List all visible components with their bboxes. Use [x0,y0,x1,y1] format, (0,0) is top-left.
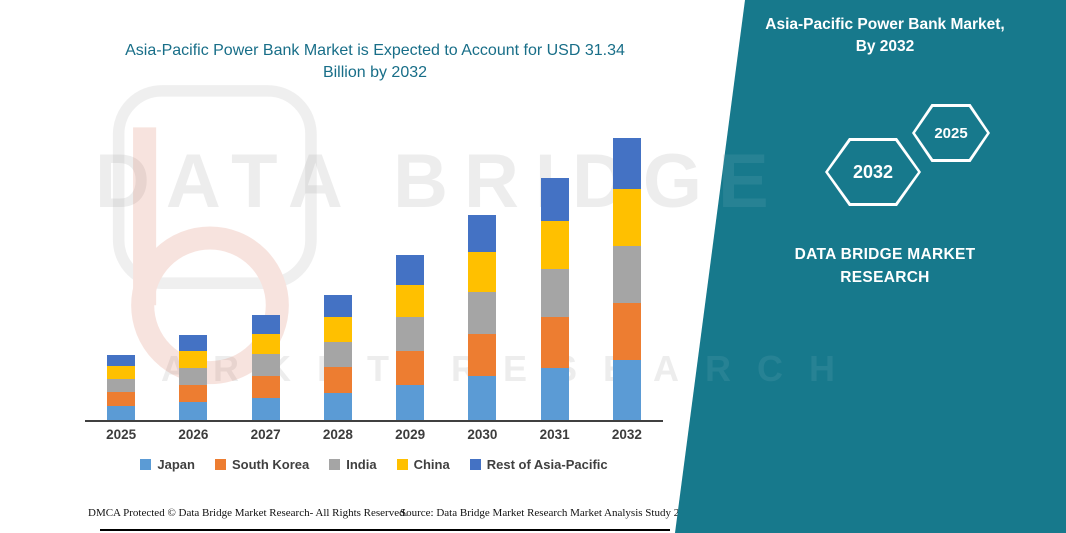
panel-title-line1: Asia-Pacific Power Bank Market, [765,16,1005,33]
x-axis-label-2032: 2032 [611,427,642,442]
bar-segment-south-korea-2029 [396,350,425,385]
bar-segment-rest-of-asia-pacific-2029 [396,255,425,286]
brand-name: DATA BRIDGE MARKET RESEARCH [735,243,1035,290]
legend-item-china: China [396,457,450,472]
watermark-text-1: DATA BRIDGE [95,139,785,224]
bar-segment-rest-of-asia-pacific-2030 [468,214,497,252]
bar-2027 [251,314,280,420]
bar-segment-south-korea-2030 [468,333,497,376]
bar-2031 [540,177,569,420]
x-axis-label-2027: 2027 [250,427,281,442]
x-axis-label-2031: 2031 [539,427,570,442]
side-panel: DATA BRIDGE MARKET RESEARCH Asia-Pacific… [675,0,1066,533]
bar-segment-china-2028 [323,317,352,342]
bar-segment-india-2025 [107,378,136,393]
footer-dmca-text: DMCA Protected © Data Bridge Market Rese… [88,507,408,519]
bar-segment-india-2026 [179,367,208,385]
bar-2029 [396,255,425,420]
bar-segment-india-2029 [396,317,425,351]
bar-segment-china-2029 [396,285,425,318]
year-badge-2025-label: 2025 [915,107,987,159]
bar-segment-south-korea-2032 [612,303,641,360]
plot-area [85,118,663,420]
bar-2032 [612,137,641,420]
bar-segment-south-korea-2027 [251,375,280,398]
bar-segment-china-2032 [612,188,641,247]
legend-label-rest-of-asia-pacific: Rest of Asia-Pacific [486,457,608,472]
legend-label-south-korea: South Korea [231,457,310,472]
bar-segment-japan-2026 [179,402,208,420]
bar-segment-rest-of-asia-pacific-2031 [540,177,569,222]
bar-segment-china-2026 [179,350,208,368]
bar-segment-japan-2032 [612,359,641,420]
legend-swatch-rest-of-asia-pacific [469,459,481,470]
bar-2028 [323,294,352,420]
legend-item-south-korea: South Korea [214,457,310,472]
bar-segment-south-korea-2026 [179,384,208,402]
bar-segment-rest-of-asia-pacific-2028 [323,294,352,318]
bar-segment-rest-of-asia-pacific-2025 [107,355,136,367]
bar-segment-south-korea-2025 [107,392,136,406]
x-axis-label-2026: 2026 [178,427,209,442]
x-axis-label-2029: 2029 [395,427,426,442]
legend-swatch-china [396,459,408,470]
legend-swatch-india [329,459,341,470]
bar-segment-china-2031 [540,221,569,269]
bar-2025 [107,355,136,420]
legend-item-rest-of-asia-pacific: Rest of Asia-Pacific [469,457,608,472]
x-axis-label-2028: 2028 [322,427,353,442]
bar-segment-india-2032 [612,246,641,304]
panel-watermark-text-2: MARKET RESEARCH [450,348,862,389]
brand-name-line1: DATA BRIDGE MARKET [794,246,976,263]
bar-segment-south-korea-2031 [540,317,569,368]
bar-2030 [468,214,497,420]
x-axis-labels: 2025 2026 2027 2028 2029 2030 2031 2032 [85,427,663,442]
bar-segment-south-korea-2028 [323,366,352,393]
bar-segment-japan-2031 [540,367,569,420]
bar-segment-rest-of-asia-pacific-2032 [612,137,641,189]
panel-title: Asia-Pacific Power Bank Market, By 2032 [735,14,1035,59]
footer-divider-line [100,529,670,531]
bar-segment-india-2030 [468,292,497,334]
legend-label-japan: Japan [157,457,195,472]
x-axis-label-2025: 2025 [106,427,137,442]
legend-label-india: India [346,457,377,472]
chart-title: Asia-Pacific Power Bank Market is Expect… [125,42,625,81]
legend-label-china: China [413,457,450,472]
brand-name-line2: RESEARCH [840,269,930,287]
legend-swatch-japan [140,459,152,470]
bar-segment-india-2028 [323,341,352,367]
bar-segment-india-2027 [251,354,280,376]
bar-segment-rest-of-asia-pacific-2026 [179,335,208,351]
legend-swatch-south-korea [214,459,226,470]
bar-segment-china-2025 [107,366,136,379]
brand-logo-watermark [112,85,317,385]
bar-segment-china-2027 [251,333,280,355]
bar-segment-india-2031 [540,268,569,318]
year-badge-2032-label: 2032 [828,141,918,203]
year-badge-2032: 2032 [825,138,921,206]
x-axis-line [85,420,663,422]
legend-item-india: India [329,457,377,472]
bar-segment-japan-2027 [251,397,280,420]
bar-segment-china-2030 [468,251,497,293]
legend-item-japan: Japan [140,457,195,472]
bar-segment-rest-of-asia-pacific-2027 [251,314,280,334]
year-badge-2025: 2025 [912,104,990,162]
bar-segment-japan-2028 [323,393,352,420]
bar-segment-japan-2030 [468,375,497,420]
bar-segment-japan-2029 [396,384,425,420]
bar-2026 [179,335,208,420]
panel-title-line2: By 2032 [855,38,915,56]
chart-legend: Japan South Korea India China Rest of Asia-P… [85,457,663,472]
bar-segment-japan-2025 [107,405,136,420]
footer-source-text: Source: Data Bridge Market Research Mark… [400,507,696,519]
x-axis-label-2030: 2030 [467,427,498,442]
